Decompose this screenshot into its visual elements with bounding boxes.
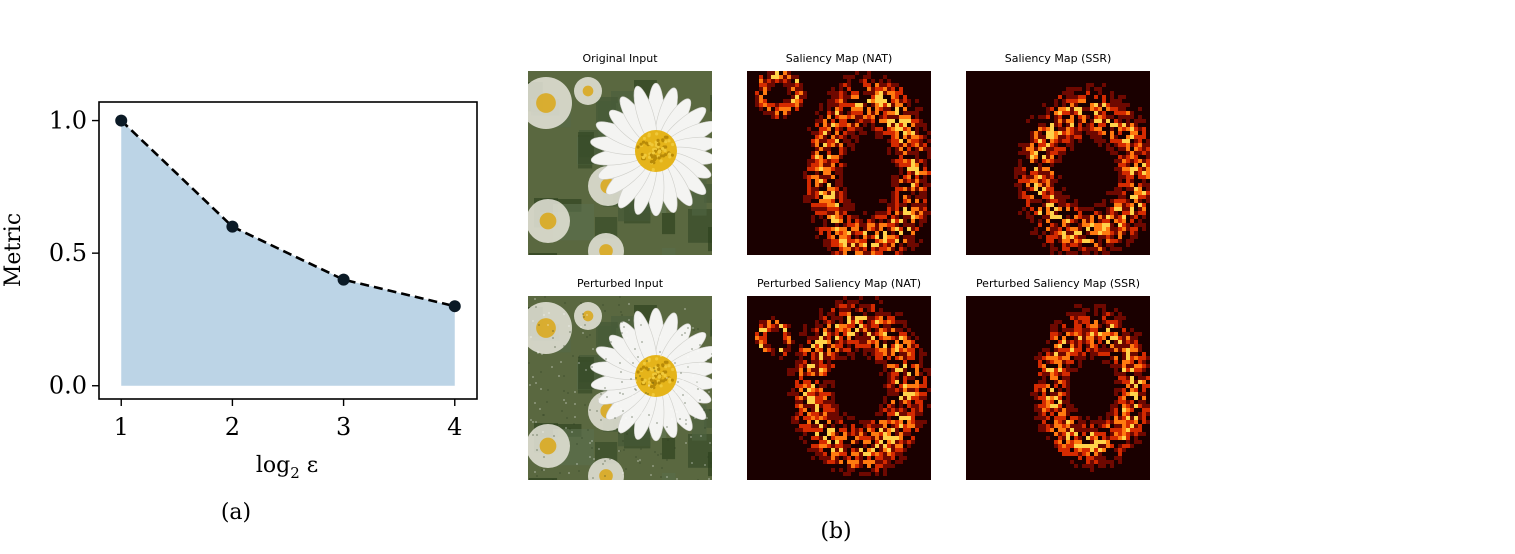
panel-title: Saliency Map (NAT) [785,52,893,65]
saliency-map-ssr [966,71,1150,255]
data-point [448,300,461,313]
caption-b: (b) [820,519,852,544]
perturbed-saliency-map-ssr [966,296,1150,480]
y-axis-label: Metric [1,213,26,287]
y-tick-label: 0.5 [49,239,87,267]
axes-frame [98,101,478,400]
y-tick-label: 1.0 [49,107,87,135]
caption-a: (a) [220,500,252,525]
panel-title: Original Input [582,52,658,65]
panel-image [528,71,712,255]
y-tick-label: 0.0 [49,372,87,400]
panel-image [747,71,931,255]
x-tick-label: 4 [447,413,462,441]
perturbed-input-image [528,296,712,480]
x-tick-label: 3 [336,413,351,441]
panel-title: Perturbed Saliency Map (NAT) [756,277,922,290]
data-point [226,220,239,233]
panel-title: Saliency Map (SSR) [1004,52,1112,65]
data-point [115,114,128,127]
x-tick-label: 1 [114,413,129,441]
panel-image [966,71,1150,255]
saliency-map-nat [747,71,931,255]
x-tick-label: 2 [225,413,240,441]
metric-chart: 1 2 3 4 0.0 0.5 1.0 Metric log2 ε [1,101,478,482]
series-line [120,119,456,308]
axes: 1 2 3 4 0.0 0.5 1.0 [49,101,478,441]
panel-image [747,296,931,480]
perturbed-saliency-map-nat [747,296,931,480]
panel-image [528,296,712,480]
plot-area [115,114,461,386]
panel-image [966,296,1150,480]
x-axis-label: log2 ε [256,453,318,482]
original-input-image [528,71,712,255]
data-point [337,273,350,286]
panel-title: Perturbed Input [576,277,664,290]
area-fill [121,120,455,386]
panel-title: Perturbed Saliency Map (SSR) [975,277,1141,290]
